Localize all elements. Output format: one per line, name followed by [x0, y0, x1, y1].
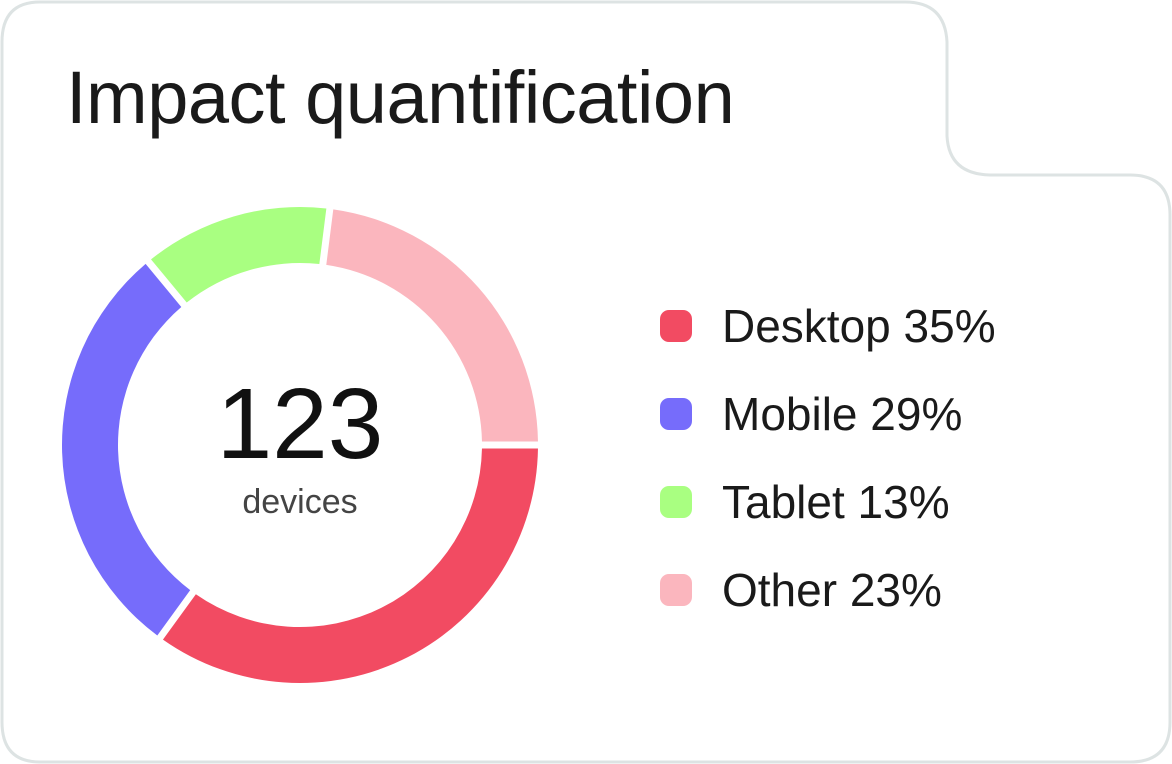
total-device-label: devices: [242, 483, 358, 521]
legend-swatch-other: [660, 574, 692, 606]
legend-label-mobile: Mobile 29%: [722, 388, 963, 440]
legend-swatch-tablet: [660, 486, 692, 518]
donut-center: 123 devices: [150, 370, 450, 524]
legend-label-tablet: Tablet 13%: [722, 476, 950, 528]
donut-slice-tablet[interactable]: [151, 206, 327, 303]
total-device-count: 123: [216, 368, 384, 480]
legend-item-tablet: Tablet 13%: [660, 472, 996, 532]
legend-swatch-mobile: [660, 398, 692, 430]
legend-item-other: Other 23%: [660, 560, 996, 620]
donut-slice-desktop[interactable]: [162, 448, 538, 683]
donut-slice-mobile[interactable]: [61, 263, 191, 636]
donut-slice-other[interactable]: [326, 209, 538, 442]
chart-legend: Desktop 35% Mobile 29% Tablet 13% Other …: [660, 296, 996, 648]
legend-swatch-desktop: [660, 310, 692, 342]
legend-item-mobile: Mobile 29%: [660, 384, 996, 444]
legend-label-other: Other 23%: [722, 564, 942, 616]
card-title: Impact quantification: [66, 56, 735, 139]
legend-item-desktop: Desktop 35%: [660, 296, 996, 356]
legend-label-desktop: Desktop 35%: [722, 300, 996, 352]
